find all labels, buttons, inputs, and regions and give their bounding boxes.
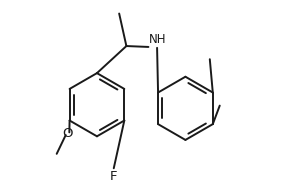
Text: F: F [110, 170, 118, 183]
Text: O: O [62, 127, 73, 140]
Text: NH: NH [149, 33, 167, 46]
